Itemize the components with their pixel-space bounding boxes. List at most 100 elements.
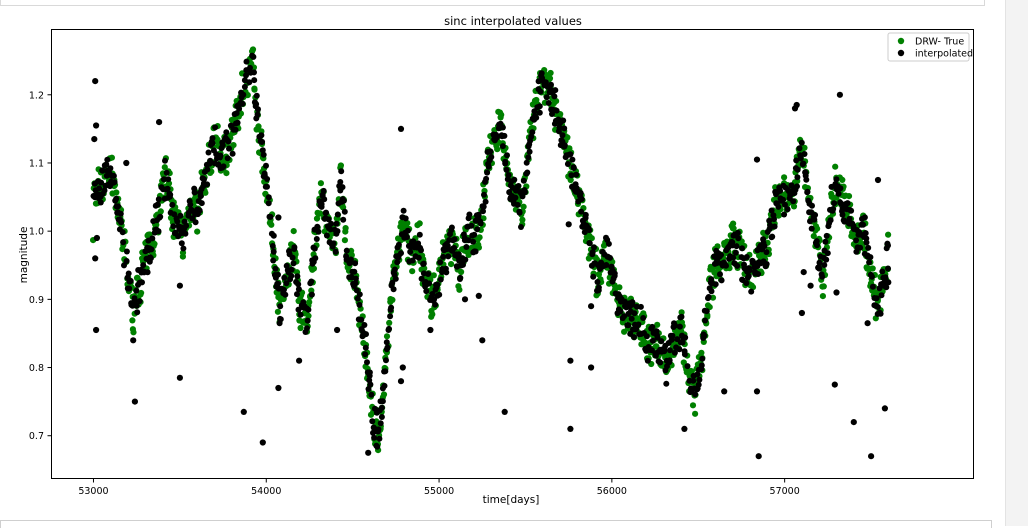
point-interpolated	[705, 294, 712, 300]
point-drw-true	[202, 189, 209, 196]
point-interpolated	[885, 265, 891, 272]
legend-label-interpolated: interpolated	[915, 49, 973, 60]
point-drw-true	[678, 309, 685, 316]
point-interpolated	[347, 256, 354, 263]
point-drw-true	[297, 324, 304, 332]
point-interpolated	[205, 149, 212, 156]
point-interpolated	[415, 240, 422, 247]
scatter-chart: sinc interpolated values 53000 54000 55000…	[18, 14, 974, 506]
point-interpolated	[139, 279, 145, 286]
point-interpolated	[595, 284, 602, 291]
point-interpolated	[723, 262, 729, 269]
point-interpolated	[352, 275, 359, 282]
point-interpolated	[767, 222, 774, 229]
point-interpolated	[253, 92, 260, 99]
point-interpolated	[265, 194, 272, 201]
legend-marker-drw-true	[897, 37, 905, 45]
point-interpolated	[578, 196, 585, 203]
point-interpolated	[98, 179, 105, 186]
point-drw-true	[151, 240, 158, 247]
point-drw-true	[244, 92, 251, 99]
point-interpolated	[312, 255, 319, 262]
point-interpolated	[499, 143, 506, 150]
point-interpolated	[294, 273, 301, 280]
point-interpolated	[794, 174, 801, 181]
point-interpolated	[477, 220, 484, 227]
point-interpolated	[696, 376, 703, 383]
point-interpolated	[155, 228, 162, 235]
point-interpolated	[164, 185, 171, 192]
point-interpolated	[732, 249, 739, 256]
point-interpolated	[224, 155, 231, 162]
point-interpolated	[247, 64, 253, 71]
point-interpolated-outlier	[885, 279, 892, 286]
point-interpolated	[798, 139, 805, 146]
page-scrollbar[interactable]	[1005, 0, 1028, 526]
point-interpolated	[569, 156, 576, 163]
point-interpolated	[678, 313, 685, 320]
point-interpolated	[831, 200, 838, 207]
point-drw-true	[588, 235, 595, 242]
point-interpolated-outlier	[91, 136, 98, 143]
point-interpolated	[743, 280, 750, 287]
point-interpolated	[443, 269, 450, 276]
point-drw-true	[885, 231, 892, 238]
point-drw-true	[458, 268, 465, 276]
point-interpolated	[607, 254, 613, 261]
point-drw-true	[214, 136, 221, 143]
point-drw-true	[317, 180, 324, 187]
point-interpolated	[669, 332, 676, 339]
point-drw-true	[404, 220, 411, 227]
point-interpolated	[277, 316, 284, 323]
point-interpolated	[862, 230, 869, 237]
point-drw-true	[832, 163, 839, 170]
point-interpolated	[865, 244, 872, 251]
x-axis: 53000 54000 55000 56000 57000	[78, 478, 800, 497]
point-interpolated	[107, 165, 114, 172]
y-axis-label: magnitude	[18, 227, 30, 284]
point-interpolated	[570, 165, 577, 171]
point-interpolated	[625, 322, 632, 329]
point-interpolated	[514, 201, 521, 208]
point-interpolated	[127, 277, 134, 284]
point-drw-true	[255, 123, 262, 130]
point-interpolated	[260, 151, 267, 158]
point-interpolated	[232, 126, 239, 133]
point-interpolated	[631, 334, 637, 341]
point-interpolated	[524, 169, 531, 176]
point-drw-true	[342, 225, 349, 232]
point-interpolated-outlier	[874, 176, 882, 184]
point-interpolated	[708, 288, 715, 295]
point-interpolated-outlier	[130, 337, 137, 344]
point-interpolated	[416, 231, 423, 238]
point-interpolated	[340, 197, 347, 204]
point-interpolated	[561, 125, 568, 132]
point-interpolated	[649, 323, 656, 330]
point-interpolated	[436, 291, 443, 298]
point-interpolated	[333, 220, 340, 227]
x-axis-label: time[days]	[483, 494, 540, 506]
point-interpolated	[318, 203, 325, 210]
point-interpolated-outlier	[296, 357, 303, 364]
point-interpolated-outlier	[475, 292, 482, 299]
point-drw-true	[305, 312, 312, 319]
point-interpolated	[110, 172, 117, 179]
point-interpolated	[183, 222, 190, 229]
point-interpolated	[191, 189, 198, 196]
legend: DRW- True interpolated	[887, 32, 973, 62]
point-drw-true	[223, 170, 230, 177]
point-drw-true	[138, 289, 145, 297]
point-interpolated	[488, 154, 495, 160]
point-interpolated	[879, 268, 886, 275]
point-interpolated	[337, 179, 344, 185]
point-interpolated	[334, 228, 341, 235]
point-interpolated	[289, 254, 296, 261]
point-interpolated	[520, 177, 527, 184]
point-interpolated	[502, 158, 509, 165]
point-interpolated	[536, 103, 543, 110]
point-interpolated	[771, 223, 778, 230]
point-interpolated-outlier	[798, 309, 806, 317]
point-interpolated	[594, 279, 601, 285]
point-interpolated-outlier	[92, 255, 99, 262]
point-interpolated	[192, 219, 199, 226]
